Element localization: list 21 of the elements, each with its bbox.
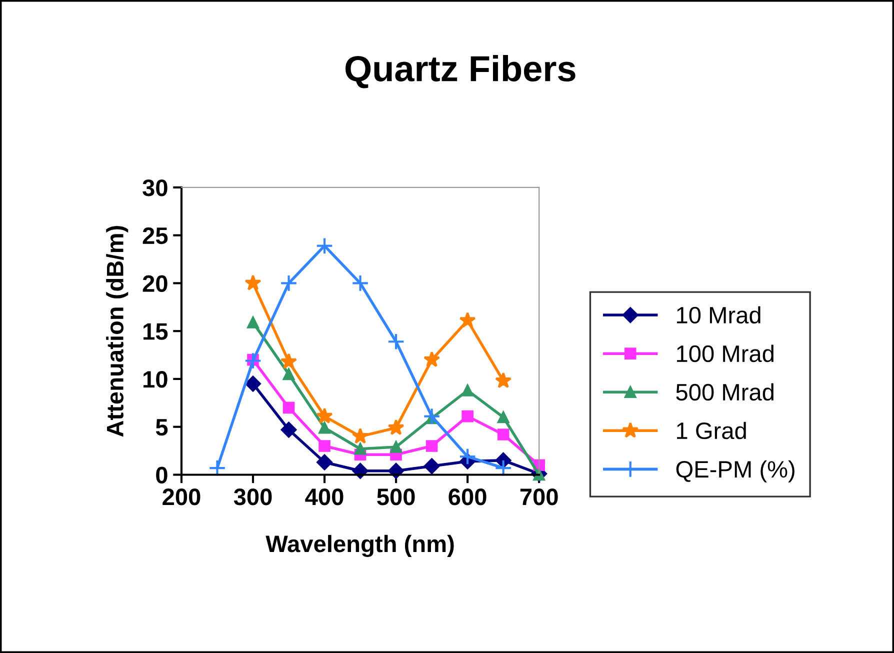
x-tick-label: 200 xyxy=(162,488,200,506)
legend-label: 1 Grad xyxy=(677,422,746,440)
y-tick-label: 25 xyxy=(142,227,168,244)
x-tick-label: 600 xyxy=(448,488,486,506)
y-tick-label: 5 xyxy=(156,419,168,436)
chart-title: Quartz Fibers xyxy=(346,55,576,88)
y-tick-label: 0 xyxy=(156,466,168,484)
x-axis-title: Wavelength (nm) xyxy=(266,534,454,558)
x-tick-label: 500 xyxy=(377,488,415,506)
x-tick-label: 700 xyxy=(520,488,558,506)
y-tick-label: 10 xyxy=(144,371,168,388)
legend-label: 100 Mrad xyxy=(677,344,774,362)
y-tick-label: 15 xyxy=(144,323,168,340)
x-tick-label: 400 xyxy=(305,488,344,506)
y-tick-label: 20 xyxy=(142,275,168,292)
legend-label: QE-PM (%) xyxy=(676,460,794,482)
x-tick-label: 300 xyxy=(234,488,272,506)
legend-label: 500 Mrad xyxy=(676,383,774,401)
y-tick-label: 30 xyxy=(142,179,168,196)
y-axis-title: Attenuation (dB/m) xyxy=(106,226,128,437)
legend-label: 10 Mrad xyxy=(677,306,760,324)
